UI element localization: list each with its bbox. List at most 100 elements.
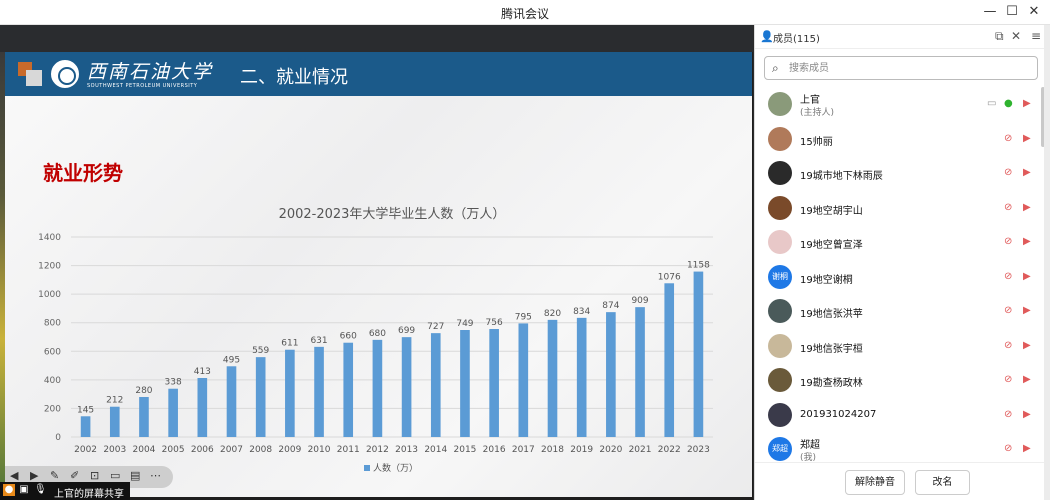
next-slide-icon[interactable]: ▶ [30, 469, 39, 482]
data-label: 145 [77, 405, 94, 415]
x-tick-label: 2022 [658, 445, 681, 455]
comment-icon[interactable]: ▤ [130, 469, 141, 482]
mic-muted-icon[interactable]: ⊘ [1004, 305, 1013, 316]
member-row[interactable]: 15帅丽 ⊘ ▶ [755, 122, 1045, 156]
member-name: 201931024207 [800, 408, 877, 420]
bar [693, 271, 704, 437]
mic-muted-icon[interactable]: ⊘ [1004, 167, 1013, 178]
x-tick-label: 2015 [454, 445, 477, 455]
member-role: (主持人) [800, 108, 835, 118]
minimize-button[interactable]: — [983, 4, 997, 19]
member-name: 19地信张洪苹 [800, 309, 863, 320]
mic-muted-icon[interactable]: ⊘ [1004, 132, 1013, 144]
member-name: 19地空胡宇山 [800, 205, 863, 217]
member-avatar [768, 161, 792, 185]
camera-off-icon[interactable]: ▶ [1023, 236, 1031, 247]
camera-off-icon[interactable]: ▶ [1023, 339, 1031, 351]
camera-off-icon[interactable]: ▶ [1023, 132, 1031, 144]
member-row[interactable]: 19地空胡宇山 ⊘ ▶ [755, 191, 1045, 225]
x-tick-label: 2011 [337, 445, 360, 455]
member-list: 上官 (主持人) ▭ ● ▶ 15帅丽 ⊘ ▶ 19城市地下林雨辰 ⊘ ▶ 19地空胡宇山 ⊘ ▶ 19地空… [755, 87, 1050, 462]
y-tick-label: 1000 [38, 290, 61, 300]
more-icon[interactable]: ⋯ [150, 469, 161, 482]
data-label: 749 [456, 319, 473, 329]
member-name: 19地信张宇桓 [800, 343, 863, 355]
bar [285, 349, 295, 437]
camera-off-icon[interactable]: ▶ [1023, 167, 1031, 178]
camera-off-icon[interactable]: ▶ [1023, 201, 1031, 213]
bar [372, 339, 383, 437]
person-icon: ● [3, 484, 15, 496]
legend-swatch [364, 465, 370, 471]
x-tick-label: 2017 [512, 445, 535, 455]
member-row[interactable]: 201931024207 ⊘ ▶ [755, 398, 1045, 432]
panel-close-icon[interactable]: ✕ [1011, 29, 1022, 43]
data-label: 338 [165, 378, 182, 388]
member-row[interactable]: 19勘查杨政林 ⊘ ▶ [755, 363, 1045, 397]
member-avatar [768, 195, 792, 220]
close-button[interactable]: ✕ [1028, 4, 1040, 19]
data-label: 280 [135, 386, 152, 396]
bar [197, 378, 208, 437]
pen-icon[interactable]: ✎ [50, 469, 60, 482]
camera-off-icon[interactable]: ▶ [1023, 305, 1031, 316]
x-tick-label: 2020 [599, 445, 622, 455]
x-tick-label: 2002 [74, 445, 97, 455]
data-label: 1158 [687, 261, 710, 271]
subtitle-icon[interactable]: ▭ [110, 469, 121, 482]
x-tick-label: 2016 [483, 445, 506, 455]
maximize-button[interactable]: ☐ [1006, 4, 1018, 19]
data-label: 820 [544, 309, 561, 319]
mic-muted-icon[interactable]: ⊘ [1004, 374, 1013, 385]
member-search[interactable]: ⌕ [764, 56, 1038, 80]
camera-off-icon[interactable]: ▶ [1023, 443, 1031, 454]
member-row[interactable]: 19城市地下林雨辰 ⊘ ▶ [755, 156, 1045, 190]
bar [80, 416, 91, 437]
x-tick-label: 2006 [191, 445, 214, 455]
x-tick-label: 2019 [570, 445, 593, 455]
camera-off-icon[interactable]: ▶ [1023, 408, 1031, 420]
mic-muted-icon[interactable]: ⊘ [1004, 443, 1013, 454]
mic-on-icon[interactable]: ● [1004, 98, 1013, 109]
member-row[interactable]: 郑超 郑超 (我) ⊘ ▶ [755, 432, 1045, 462]
member-name: 19地空曾宣泽 [800, 240, 863, 251]
member-name: 上官 [800, 95, 820, 106]
unmute-all-button[interactable]: 解除静音 [845, 470, 905, 495]
bar [109, 406, 120, 437]
share-status-bar: ● ▣ 🎙 上官的屏幕共享 [0, 482, 130, 500]
panel-title: 成员(115) [773, 34, 820, 45]
member-list-scrollbar[interactable] [1041, 87, 1045, 147]
camera-off-icon[interactable]: ▶ [1023, 270, 1031, 282]
member-name: 19地空谢桐 [800, 274, 853, 286]
member-row[interactable]: 19地信张洪苹 ⊘ ▶ [755, 294, 1045, 328]
panel-menu-icon[interactable]: ≡ [1031, 29, 1042, 43]
member-row[interactable]: 谢桐 19地空谢桐 ⊘ ▶ [755, 260, 1045, 294]
camera-off-icon[interactable]: ▶ [1023, 374, 1031, 385]
bar [489, 329, 499, 437]
panel-header: 👤 成员(115) ⧉ ✕ ≡ [755, 25, 1050, 49]
x-tick-label: 2012 [366, 445, 389, 455]
bar [664, 283, 675, 437]
mic-muted-icon[interactable]: ⊘ [1004, 201, 1013, 213]
data-label: 495 [223, 355, 240, 365]
mic-muted-icon[interactable]: ⊘ [1004, 270, 1013, 282]
mic-muted-icon[interactable]: ⊘ [1004, 339, 1013, 351]
y-tick-label: 1200 [38, 262, 61, 272]
member-row[interactable]: 19地空曾宣泽 ⊘ ▶ [755, 225, 1045, 259]
member-row[interactable]: 上官 (主持人) ▭ ● ▶ [755, 87, 1045, 121]
y-tick-label: 400 [44, 376, 61, 386]
mic-muted-icon[interactable]: ⊘ [1004, 408, 1013, 420]
member-name: 19城市地下林雨辰 [800, 171, 883, 182]
search-input[interactable] [789, 60, 1029, 76]
window-titlebar: 腾讯会议 — ☐ ✕ [0, 0, 1050, 25]
camera-off-icon[interactable]: ▶ [1023, 98, 1031, 109]
member-row[interactable]: 19地信张宇桓 ⊘ ▶ [755, 329, 1045, 363]
highlighter-icon[interactable]: ✐ [70, 469, 80, 482]
popout-icon[interactable]: ⧉ [995, 29, 1004, 43]
mic-muted-icon[interactable]: ⊘ [1004, 236, 1013, 247]
x-tick-label: 2023 [687, 445, 710, 455]
zoom-icon[interactable]: ⊡ [90, 469, 100, 482]
prev-slide-icon[interactable]: ◀ [10, 469, 19, 482]
university-name: 西南石油大学 [87, 61, 214, 83]
rename-button[interactable]: 改名 [915, 470, 970, 495]
